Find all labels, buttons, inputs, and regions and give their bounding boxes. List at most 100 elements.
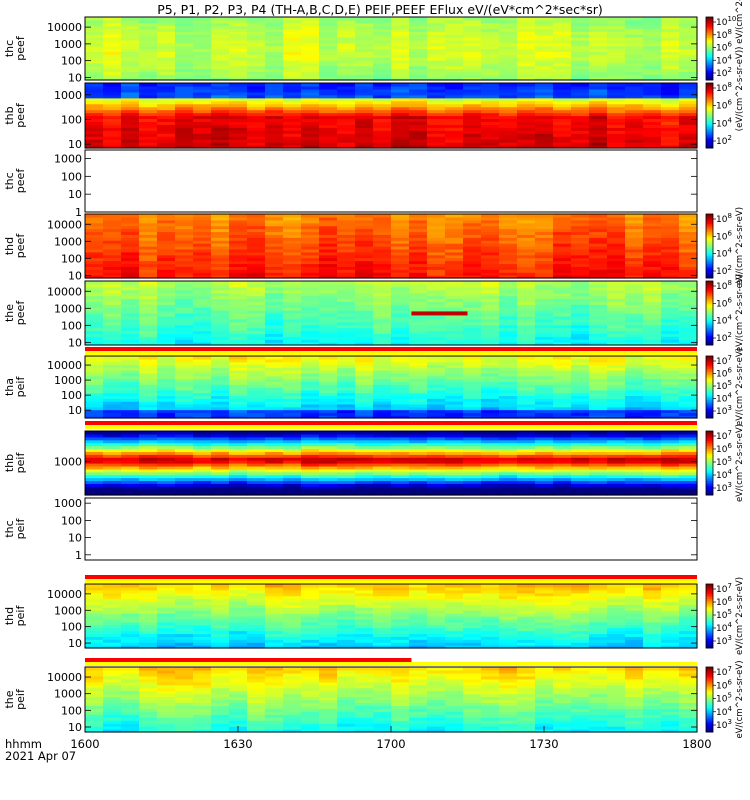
colorbar-segment [706, 487, 713, 490]
heatmap-cell [319, 364, 338, 368]
heatmap-cell [193, 17, 212, 21]
heatmap-cell [391, 412, 410, 416]
colorbar-segment [706, 86, 713, 89]
heatmap-cell [103, 254, 122, 259]
heatmap-cell [211, 28, 230, 32]
heatmap-cell [373, 286, 392, 291]
heatmap-cell [283, 269, 302, 273]
heatmap-cell [193, 387, 212, 391]
heatmap-cell [427, 289, 446, 294]
heatmap-cell [661, 51, 680, 55]
heatmap-cell [427, 136, 446, 140]
heatmap-cell [481, 289, 500, 294]
heatmap-cell [607, 445, 626, 450]
heatmap-cell [229, 130, 248, 134]
heatmap-cell [319, 100, 338, 105]
heatmap-cell [229, 489, 248, 493]
heatmap-cell [337, 298, 356, 302]
heatmap-cell [409, 454, 428, 458]
heatmap-cell [607, 130, 626, 134]
heatmap-cell [157, 465, 176, 470]
heatmap-cell [679, 121, 698, 125]
heatmap-cell [499, 310, 518, 314]
heatmap-cell [499, 361, 518, 366]
heatmap-cell [409, 463, 428, 467]
heatmap-cell [535, 124, 554, 128]
heatmap-cell [355, 74, 374, 78]
heatmap-cell [193, 263, 212, 267]
heatmap-cell [319, 412, 338, 416]
heatmap-cell [265, 124, 284, 128]
heatmap-cell [481, 74, 500, 78]
colorbar-segment [706, 32, 713, 35]
heatmap-cell [373, 406, 392, 411]
heatmap-cell [211, 68, 230, 73]
heatmap-cell [229, 295, 248, 300]
heatmap-cell [265, 442, 284, 447]
heatmap-cell [553, 398, 572, 402]
heatmap-cell [427, 225, 446, 230]
heatmap-cell [337, 463, 356, 467]
heatmap-cell [445, 381, 464, 385]
heatmap-cell [85, 586, 104, 591]
heatmap-cell [427, 28, 446, 32]
heatmap-cell [499, 124, 518, 128]
colorbar-segment [706, 45, 713, 48]
heatmap-cell [553, 283, 572, 288]
heatmap-cell [643, 39, 662, 44]
heatmap-cell [553, 375, 572, 380]
heatmap-cell [607, 327, 626, 332]
heatmap-cell [193, 483, 212, 487]
heatmap-cell [265, 216, 284, 221]
heatmap-cell [463, 19, 482, 24]
heatmap-cell [157, 468, 176, 473]
heatmap-cells [85, 584, 698, 649]
heatmap-cell [463, 387, 482, 391]
heatmap-cell [499, 100, 518, 105]
heatmap-cell [373, 283, 392, 288]
heatmap-cell [283, 34, 302, 38]
heatmap-cell [211, 327, 230, 332]
heatmap-cell [463, 474, 482, 479]
colorbar-tick-label: 1010 [716, 15, 736, 28]
heatmap-cell [229, 313, 248, 317]
heatmap-cell [679, 387, 698, 391]
heatmap-cell [643, 85, 662, 90]
heatmap-cell [175, 219, 194, 224]
heatmap-cell [463, 384, 482, 388]
heatmap-cell [607, 406, 626, 411]
heatmap-cell [247, 74, 266, 78]
heatmap-cell [103, 225, 122, 230]
colorbar-segment [706, 126, 713, 130]
heatmap-cell [625, 401, 644, 405]
colorbar-segment [706, 122, 713, 125]
heatmap-cell [589, 39, 608, 44]
heatmap-cell [157, 74, 176, 78]
heatmap-cell [553, 34, 572, 38]
heatmap-cell [139, 94, 158, 99]
heatmap-cell [337, 85, 356, 90]
heatmap-cell [121, 598, 140, 603]
heatmap-cell [139, 112, 158, 117]
heatmap-cell [175, 310, 194, 314]
heatmap-cell [373, 115, 392, 120]
heatmap-cell [517, 330, 536, 334]
heatmap-cell [355, 269, 374, 273]
colorbar-segment [706, 276, 713, 279]
heatmap-cell [337, 136, 356, 140]
heatmap-cells [85, 281, 698, 346]
heatmap-cell [211, 406, 230, 411]
heatmap-cell [481, 367, 500, 371]
heatmap-cell [301, 445, 320, 450]
heatmap-cell [643, 375, 662, 380]
heatmap-cell [409, 124, 428, 128]
heatmap-cell [283, 307, 302, 311]
heatmap-cell [85, 237, 104, 241]
heatmap-cell [121, 292, 140, 297]
heatmap-cell [265, 248, 284, 253]
heatmap-cell [661, 216, 680, 221]
heatmap-cell [121, 298, 140, 302]
heatmap-cell [229, 219, 248, 224]
heatmap-cell [355, 451, 374, 455]
